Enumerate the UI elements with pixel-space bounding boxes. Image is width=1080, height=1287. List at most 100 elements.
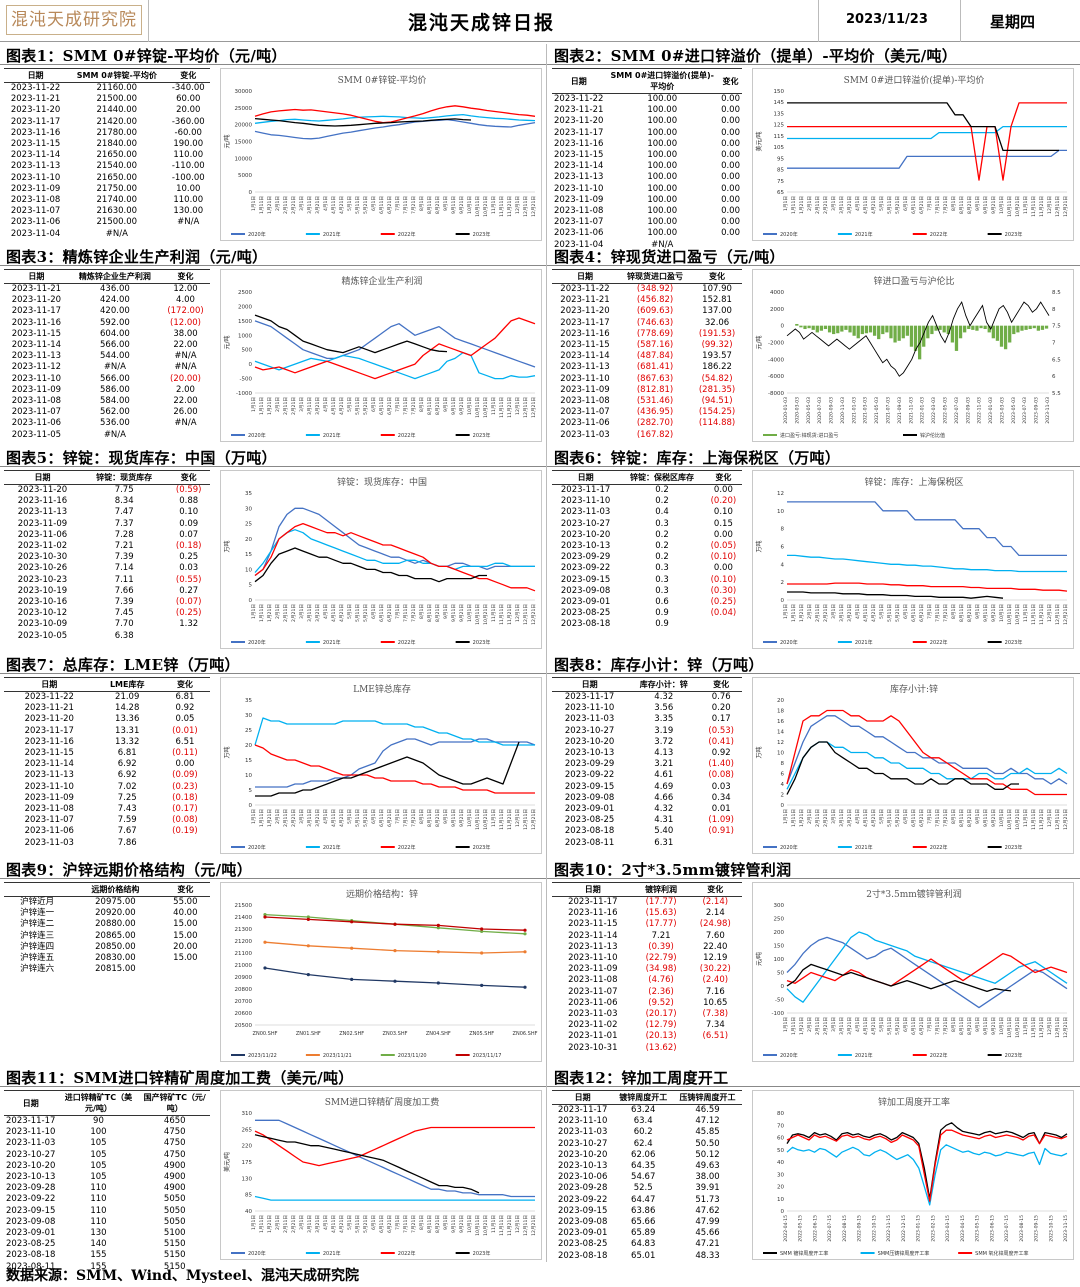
x-tick-label: 1月11日 [259,196,265,214]
legend-label: 2020年 [780,639,798,646]
table-header: 镀锌利润 [633,882,689,897]
bar [922,325,926,347]
table-cell: (6.51) [702,1031,729,1042]
table-row: 2023-11-07 7.59 (0.08) [4,815,210,826]
x-tick-label: 7月21日 [411,604,417,622]
table-cell: 5150 [163,1239,186,1250]
table-header: 锌现货进口盈亏 [617,269,693,284]
x-tick-label: 2023-02-15 [930,1215,936,1242]
x-tick-label: 12月21日 [1063,1017,1069,1038]
series-line [786,741,1068,790]
table-cell: 12.00 [173,284,198,294]
table-row: 2023-11-15 21840.00 190.00 [4,139,210,150]
table-cell: 6.38 [114,630,134,641]
series-line [786,936,1068,1009]
y-tick-label: 2500 [238,290,252,296]
table-cell: 7.21 [114,541,134,552]
x-tick-label: 2022-05-03 [942,397,948,424]
x-tick-label: 3月21日 [847,809,853,827]
x-tick-label: 11月1日 [491,809,497,827]
y-tick-label: 145 [774,100,785,106]
table-row: 2023-11-22 21160.00 -340.00 [4,83,210,95]
x-tick-label: 1月21日 [267,397,273,415]
x-tick-label: 6月11日 [379,604,385,622]
table-cell: 6.81 [117,748,137,759]
table-cell: 2023-09-08 [557,1217,608,1228]
table-cell: 46.59 [695,1105,720,1115]
bar [991,325,995,339]
table-cell: (282.70) [636,418,674,429]
table-row: 2023-11-21 100.00 0.00 [552,105,742,116]
x-tick-label: 5月21日 [363,604,369,622]
x-tick-label: 1月1日 [783,196,789,211]
table-row: 2023-11-17 4.32 0.76 [552,692,742,704]
table-cell: 6.51 [175,736,195,747]
bar [1036,325,1040,331]
series-line [254,320,536,368]
table-header: 日期 [4,470,81,485]
table-cell: 4650 [163,1116,186,1126]
x-tick-label: 4月11日 [863,196,869,214]
x-tick-label: 2023-09-15 [1034,1215,1040,1242]
legend-label: 2021年 [855,1052,873,1059]
x-tick-label: 1月11日 [259,809,265,827]
bar [950,325,955,343]
table-row: 2023-11-10 (22.79) 12.19 [552,953,742,964]
table-cell: 54.67 [631,1172,656,1183]
x-tick-label: 8月1日 [419,196,425,211]
x-tick-label: 10月21日 [483,809,489,830]
table-cell: 7.34 [705,1020,725,1031]
table-cell [166,229,210,240]
table-cell: (0.10) [710,552,737,563]
series-line [786,1129,1068,1202]
y-tick-label: 10 [777,1197,784,1203]
y-tick-label: -6000 [768,374,784,380]
table-cell: 592.00 [100,317,130,328]
table-row: 2023-08-25 64.83 47.21 [552,1239,742,1250]
table-cell: 2023-11-13 [24,770,74,781]
legend-label: 2021年 [323,231,341,238]
chart-title-p6: 图表6：锌锭：库存：上海保税区（万吨） [554,449,841,467]
table-cell: 21160.00 [96,83,138,93]
table-cell: 2023-11-16 [560,328,610,339]
table-cell: 2023-10-30 [17,552,68,563]
table-cell: (0.07) [175,597,202,608]
panel-title-rule [0,64,548,65]
x-tick-label: 6月21日 [387,1215,393,1233]
table-header: 镀锌周度开工 [613,1090,674,1105]
x-tick-label: 3月21日 [847,1017,853,1035]
table-cell: 2023-11-15 [560,340,610,351]
x-tick-label: 7月11日 [935,1017,941,1035]
table-header: 库存小计：锌 [627,677,701,692]
data-point [436,923,440,927]
x-tick-label: 3月21日 [315,196,321,214]
data-table-p9: 远期价格结构 变化 沪锌近月 20975.00 55.00 沪锌连一 20920.00 40.… [4,882,210,975]
table-cell: 2023-11-10 [560,496,611,507]
table-cell: 47.21 [695,1239,720,1250]
x-tick-label: 7月21日 [411,196,417,214]
table-cell [161,430,210,441]
table-cell: 32.06 [704,317,730,328]
y2-tick-label: 6.5 [1052,357,1061,363]
x-tick-label: 2023-06-15 [989,1215,995,1242]
data-point [350,920,354,924]
table-row: 2023-10-20 105 4900 [4,1161,210,1172]
x-tick-label: 9月1日 [443,809,449,824]
table-row: 2023-10-13 105 4900 [4,1172,210,1183]
table-row: 2023-11-14 100.00 0.00 [552,161,742,172]
table-cell: 2023-10-13 [557,1161,608,1172]
y-tick-label: 12 [777,491,784,497]
table-cell: 186.22 [702,362,732,373]
x-tick-label: 9月11日 [451,196,457,214]
table-cell: 2023-11-08 [10,195,61,206]
table-row: 2023-11-07 100.00 0.00 [552,217,742,228]
table-cell: 2023-11-09 [560,384,610,395]
y-tick-label: 5 [249,583,253,589]
table-cell: (12.00) [170,317,201,328]
table-cell: 21540.00 [96,161,138,172]
table-cell: 4.69 [654,781,674,792]
table-cell: 48.33 [695,1250,720,1261]
table-header: 进口锌精矿TC（美元/吨） [57,1090,140,1116]
table-cell: (99.32) [701,340,733,351]
series-line [786,715,1068,785]
